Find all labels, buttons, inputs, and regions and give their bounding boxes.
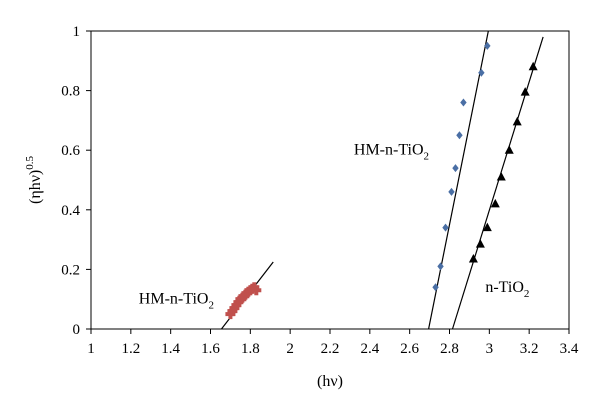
x-tick-label: 2.4 bbox=[360, 341, 379, 357]
annotation-text: HM-n-TiO bbox=[139, 291, 209, 308]
y-tick-label: 0.6 bbox=[61, 143, 80, 159]
diamond-marker bbox=[456, 131, 463, 140]
x-tick-label: 2.8 bbox=[440, 341, 459, 357]
y-axis-ticks: 0 0.2 0.4 0.6 0.8 1 bbox=[61, 24, 91, 338]
y-tick-label: 0 bbox=[73, 322, 81, 338]
y-tick-label: 0.2 bbox=[61, 262, 80, 278]
y-axis-label-base: (ηhν) bbox=[27, 170, 44, 204]
diamond-marker bbox=[437, 262, 444, 271]
x-tick-label: 3.4 bbox=[560, 341, 579, 357]
diamond-marker bbox=[452, 164, 459, 173]
x-tick-label: 1.6 bbox=[201, 341, 220, 357]
data-markers bbox=[225, 41, 538, 320]
x-tick-label: 1 bbox=[87, 341, 95, 357]
diamond-marker bbox=[442, 223, 449, 232]
triangle-marker bbox=[504, 145, 514, 154]
triangle-marker bbox=[475, 239, 485, 248]
x-tick-label: 1.4 bbox=[161, 341, 180, 357]
annotation-subscript: 2 bbox=[524, 288, 530, 300]
cross-marker bbox=[251, 285, 262, 296]
x-axis-label: (hν) bbox=[317, 373, 343, 390]
x-tick-label: 3.2 bbox=[520, 341, 539, 357]
triangle-marker bbox=[468, 253, 478, 263]
x-tick-label: 2.2 bbox=[321, 341, 340, 357]
x-tick-label: 2 bbox=[286, 341, 294, 357]
annotation-subscript: 2 bbox=[208, 300, 214, 312]
y-tick-label: 1 bbox=[73, 24, 81, 40]
diamond-marker bbox=[484, 41, 491, 50]
x-tick-label: 1.8 bbox=[241, 341, 260, 357]
triangle-marker bbox=[496, 172, 506, 181]
y-tick-label: 0.8 bbox=[61, 84, 80, 100]
triangle-marker bbox=[490, 198, 500, 208]
annotation-text: n-TiO bbox=[485, 279, 524, 296]
cross-marker-v bbox=[254, 285, 259, 296]
triangle-marker bbox=[520, 87, 530, 96]
diamond-marker bbox=[478, 68, 485, 77]
diamond-marker bbox=[460, 98, 467, 107]
annotation-n-tio2: n-TiO2 bbox=[485, 279, 529, 300]
y-tick-label: 0.4 bbox=[61, 203, 80, 219]
annotation-text: HM-n-TiO bbox=[354, 142, 424, 159]
annotation-subscript: 2 bbox=[424, 151, 430, 163]
x-axis-ticks: 1 1.2 1.4 1.6 1.8 2 2.2 2.4 2.6 2.8 3 3.2 3.4 bbox=[87, 329, 579, 357]
triangle-marker bbox=[482, 222, 492, 232]
y-axis-label: (ηhν)0.5 bbox=[24, 155, 44, 204]
diamond-marker bbox=[432, 283, 439, 292]
annotation-hm-lower: HM-n-TiO2 bbox=[139, 291, 214, 312]
triangle-marker bbox=[512, 116, 522, 126]
diamond-marker bbox=[448, 187, 455, 196]
fit-line-1 bbox=[451, 36, 544, 330]
annotation-hm-upper: HM-n-TiO2 bbox=[354, 142, 429, 163]
x-tick-label: 1.2 bbox=[121, 341, 140, 357]
x-tick-label: 2.6 bbox=[400, 341, 419, 357]
x-tick-label: 3 bbox=[486, 341, 494, 357]
fit-line-0 bbox=[427, 30, 489, 330]
triangle-marker bbox=[528, 61, 538, 71]
y-axis-label-exponent: 0.5 bbox=[24, 155, 36, 169]
